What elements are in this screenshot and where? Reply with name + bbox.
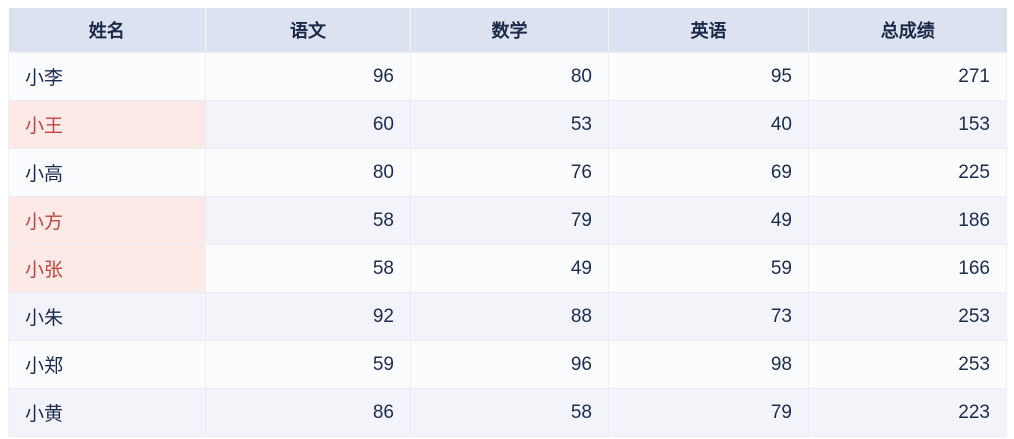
score-cell-chinese: 96 xyxy=(205,52,411,101)
table-row: 小张 58 49 59 166 xyxy=(8,244,1007,293)
score-cell-math: 76 xyxy=(410,148,609,197)
score-cell-chinese: 86 xyxy=(205,388,411,437)
score-cell-math: 88 xyxy=(410,292,609,341)
scores-table: 姓名 语文 数学 英语 总成绩 小李 96 80 95 271 小王 60 53… xyxy=(8,8,1007,437)
table-row: 小李 96 80 95 271 xyxy=(8,52,1007,101)
name-cell: 小张 xyxy=(8,244,206,293)
total-cell: 223 xyxy=(808,388,1007,437)
score-cell-math: 53 xyxy=(410,100,609,149)
score-cell-math: 80 xyxy=(410,52,609,101)
name-cell: 小李 xyxy=(8,52,206,101)
score-cell-chinese: 80 xyxy=(205,148,411,197)
name-cell: 小王 xyxy=(8,100,206,149)
total-cell: 225 xyxy=(808,148,1007,197)
column-header-name: 姓名 xyxy=(8,8,206,53)
score-cell-english: 73 xyxy=(608,292,809,341)
score-cell-math: 79 xyxy=(410,196,609,245)
name-cell: 小朱 xyxy=(8,292,206,341)
score-cell-chinese: 58 xyxy=(205,244,411,293)
score-cell-chinese: 59 xyxy=(205,340,411,389)
score-cell-math: 96 xyxy=(410,340,609,389)
name-cell: 小方 xyxy=(8,196,206,245)
total-cell: 253 xyxy=(808,292,1007,341)
score-cell-english: 40 xyxy=(608,100,809,149)
table-row: 小方 58 79 49 186 xyxy=(8,196,1007,245)
score-cell-english: 59 xyxy=(608,244,809,293)
table-row: 小朱 92 88 73 253 xyxy=(8,292,1007,341)
column-header-english: 英语 xyxy=(608,8,809,53)
total-cell: 166 xyxy=(808,244,1007,293)
column-header-chinese: 语文 xyxy=(205,8,411,53)
total-cell: 186 xyxy=(808,196,1007,245)
score-cell-chinese: 58 xyxy=(205,196,411,245)
table-row: 小高 80 76 69 225 xyxy=(8,148,1007,197)
column-header-math: 数学 xyxy=(410,8,609,53)
total-cell: 271 xyxy=(808,52,1007,101)
score-cell-math: 58 xyxy=(410,388,609,437)
table-row: 小郑 59 96 98 253 xyxy=(8,340,1007,389)
score-cell-english: 49 xyxy=(608,196,809,245)
score-cell-english: 79 xyxy=(608,388,809,437)
name-cell: 小黄 xyxy=(8,388,206,437)
score-cell-math: 49 xyxy=(410,244,609,293)
name-cell: 小高 xyxy=(8,148,206,197)
table-row: 小王 60 53 40 153 xyxy=(8,100,1007,149)
total-cell: 153 xyxy=(808,100,1007,149)
score-cell-english: 98 xyxy=(608,340,809,389)
column-header-total: 总成绩 xyxy=(808,8,1007,53)
score-cell-chinese: 92 xyxy=(205,292,411,341)
score-cell-english: 95 xyxy=(608,52,809,101)
name-cell: 小郑 xyxy=(8,340,206,389)
score-cell-english: 69 xyxy=(608,148,809,197)
score-cell-chinese: 60 xyxy=(205,100,411,149)
total-cell: 253 xyxy=(808,340,1007,389)
header-row: 姓名 语文 数学 英语 总成绩 xyxy=(8,8,1007,53)
table-row: 小黄 86 58 79 223 xyxy=(8,388,1007,437)
